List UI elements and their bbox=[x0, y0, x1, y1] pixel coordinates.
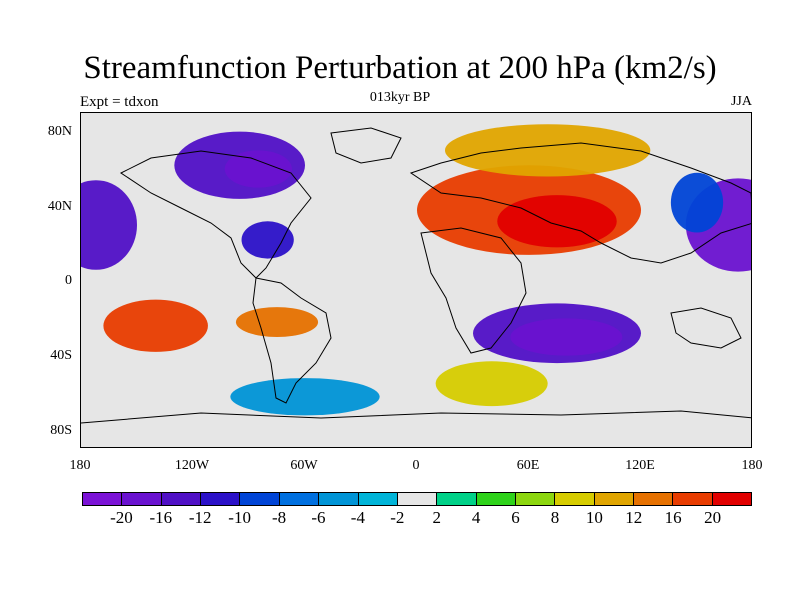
field-south-indian-low-core bbox=[510, 318, 623, 356]
colorbar-swatch bbox=[319, 493, 359, 505]
colorbar-swatch bbox=[594, 493, 635, 505]
lon-label-120e: 120E bbox=[625, 458, 655, 473]
colorbar-label: -2 bbox=[390, 508, 405, 527]
field-west-pacific-low bbox=[670, 172, 724, 233]
lat-label-40n: 40N bbox=[47, 199, 72, 214]
experiment-label: Expt = tdxon bbox=[80, 94, 159, 110]
colorbar-swatch bbox=[279, 493, 320, 505]
lon-label-180e: 180 bbox=[741, 458, 763, 473]
colorbar-swatch bbox=[358, 493, 398, 505]
colorbar-label: 8 bbox=[550, 508, 560, 527]
colorbar-label: 20 bbox=[704, 508, 722, 527]
coastline-4 bbox=[670, 307, 742, 349]
colorbar-label: 6 bbox=[511, 508, 520, 527]
field-antarctic-low bbox=[230, 378, 380, 416]
colorbar-label: -4 bbox=[350, 508, 365, 527]
colorbar-label: 16 bbox=[664, 508, 682, 527]
coastline-0 bbox=[120, 150, 312, 279]
colorbar-swatch bbox=[397, 493, 438, 505]
colorbar-swatch bbox=[476, 493, 516, 505]
coastline-5 bbox=[81, 410, 751, 424]
colorbar-swatch bbox=[122, 493, 162, 505]
field-south-atlantic-band bbox=[435, 361, 548, 407]
colorbar-swatch bbox=[437, 493, 477, 505]
map-plot-area bbox=[80, 112, 752, 448]
colorbar-label: 10 bbox=[585, 508, 603, 527]
field-north-america-low-core bbox=[224, 150, 292, 188]
lon-label-60e: 60E bbox=[516, 458, 540, 473]
colorbar-label: -12 bbox=[188, 508, 212, 527]
season-label: JJA bbox=[730, 94, 752, 109]
coastline-3 bbox=[420, 227, 527, 354]
colorbar-label: 12 bbox=[625, 508, 643, 527]
colorbar-swatch bbox=[555, 493, 595, 505]
colorbar-swatch bbox=[673, 493, 713, 505]
lon-label-180w: 180 bbox=[69, 458, 91, 473]
colorbar-swatch bbox=[712, 493, 752, 505]
field-arctic-high bbox=[445, 124, 651, 177]
field-south-america-high bbox=[235, 307, 319, 337]
coastline-1 bbox=[252, 277, 332, 404]
colorbar-label: -16 bbox=[149, 508, 173, 527]
streamfunction-map bbox=[81, 113, 751, 447]
lon-label-0: 0 bbox=[412, 458, 420, 473]
colorbar-label: 4 bbox=[471, 508, 481, 527]
lat-label-0: 0 bbox=[65, 273, 72, 288]
map-subtitle: 013kyr BP bbox=[369, 90, 431, 105]
map-title: Streamfunction Perturbation at 200 hPa (… bbox=[83, 50, 717, 86]
field-gulf-low bbox=[241, 221, 294, 259]
coastline-6 bbox=[330, 127, 402, 164]
field-pacific-west-low bbox=[81, 180, 137, 270]
colorbar-swatch bbox=[515, 493, 556, 505]
lat-label-80n: 80N bbox=[47, 124, 72, 139]
colorbar-swatch bbox=[161, 493, 202, 505]
colorbar-swatch bbox=[240, 493, 280, 505]
lat-label-80s: 80S bbox=[50, 423, 72, 438]
colorbar-label: -8 bbox=[271, 508, 287, 527]
colorbar-swatch bbox=[201, 493, 241, 505]
colorbar-swatch bbox=[83, 493, 123, 505]
colorbar-swatch bbox=[634, 493, 674, 505]
field-south-pacific-high bbox=[103, 299, 208, 352]
lon-label-60w: 60W bbox=[290, 458, 318, 473]
colorbar-label: 2 bbox=[432, 508, 441, 527]
colorbar-label: -20 bbox=[110, 508, 133, 527]
colorbar bbox=[82, 492, 752, 506]
coastline-2 bbox=[409, 142, 751, 264]
colorbar-label: -6 bbox=[311, 508, 326, 527]
lon-label-120w: 120W bbox=[174, 458, 210, 473]
colorbar-label: -10 bbox=[228, 508, 251, 527]
field-asia-high-core bbox=[497, 195, 617, 248]
lat-label-40s: 40S bbox=[50, 348, 72, 363]
